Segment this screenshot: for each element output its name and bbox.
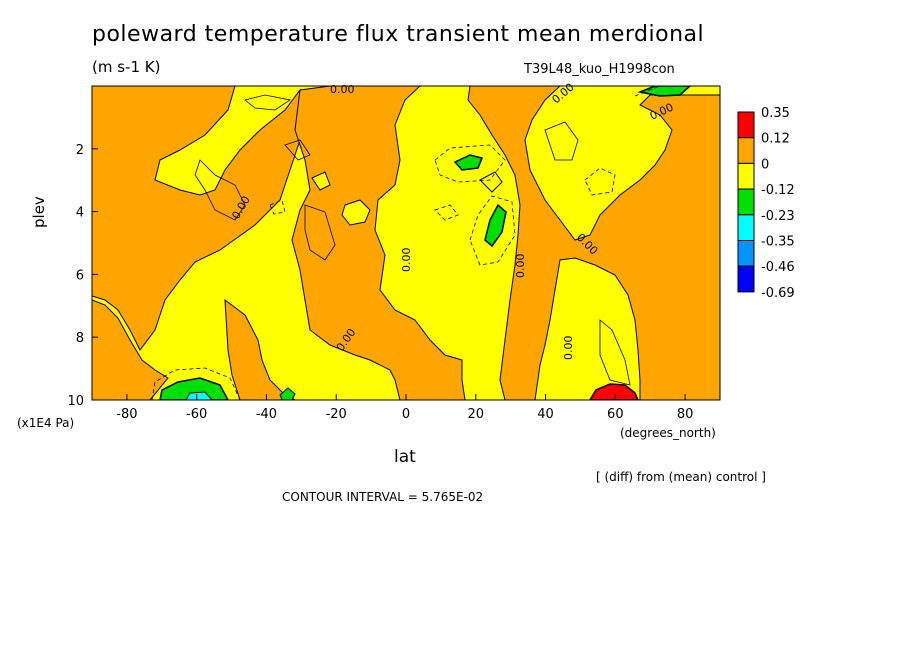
negative-contours <box>151 86 661 400</box>
diff-note: [ (diff) from (mean) control ] <box>596 470 766 484</box>
positive-contours <box>194 94 631 386</box>
y-axis-ticks: 2 4 6 8 10 <box>67 143 98 409</box>
legend-level-label: 0.35 <box>761 106 790 121</box>
chart-units: (m s-1 K) <box>92 58 161 76</box>
legend-swatch <box>737 111 755 139</box>
x-axis-units: (degrees_north) <box>620 426 716 440</box>
x-tick-label: 80 <box>677 407 694 422</box>
strong-negative-region-1 <box>453 154 484 171</box>
x-tick-label: 0 <box>402 407 410 422</box>
contour-label-1: 0.00 <box>330 83 355 96</box>
contour-field <box>92 86 720 400</box>
run-label: T39L48_kuo_H1998con <box>524 62 675 77</box>
legend-level-label: 0.12 <box>761 132 790 147</box>
contour-label-9: 0.00 <box>562 336 575 361</box>
color-legend: 0.35 0.12 0 -0.12 -0.23 -0.35 -0.46 -0.69 <box>737 106 795 301</box>
y-tick-label: 10 <box>67 394 84 409</box>
x-axis-label: lat <box>394 447 416 467</box>
positive-region-midsouth <box>291 86 466 400</box>
legend-swatch <box>737 188 755 216</box>
legend-level-label: -0.46 <box>761 260 795 275</box>
strong-negative-region-2 <box>484 203 507 248</box>
strong-negative-region-4 <box>637 86 692 97</box>
legend-swatch <box>737 214 755 242</box>
negative-island-2 <box>311 171 331 191</box>
strong-negative-region-3 <box>159 377 229 400</box>
chart-title: poleward temperature flux transient mean… <box>92 22 705 47</box>
x-tick-label: -40 <box>256 407 277 422</box>
legend-swatch <box>737 240 755 267</box>
y-axis-label: plev <box>30 196 48 228</box>
negative-island-1 <box>341 199 371 226</box>
y-tick-label: 4 <box>76 206 84 221</box>
x-tick-label: 60 <box>607 407 624 422</box>
y-tick-label: 8 <box>76 331 84 346</box>
legend-level-label: 0 <box>761 157 769 172</box>
x-axis-ticks: -80 -60 -40 -20 0 20 40 60 80 <box>116 394 693 422</box>
y-axis-units: (x1E4 Pa) <box>17 416 75 430</box>
x-tick-label: -60 <box>186 407 207 422</box>
negative-island-3 <box>479 171 503 193</box>
legend-level-label: -0.69 <box>761 286 795 301</box>
y-tick-label: 6 <box>76 268 84 283</box>
x-tick-label: -20 <box>326 407 347 422</box>
x-tick-label: -80 <box>116 407 137 422</box>
legend-level-label: -0.12 <box>761 183 795 198</box>
cyan-region <box>185 391 213 400</box>
contour-label-6: 0.00 <box>514 254 527 279</box>
legend-swatch <box>737 265 755 293</box>
contour-label-5: 0.00 <box>400 248 413 273</box>
y-tick-label: 2 <box>76 143 84 158</box>
contour-interval: CONTOUR INTERVAL = 5.765E-02 <box>282 490 484 504</box>
strong-negative-region-5 <box>279 387 296 400</box>
legend-level-label: -0.23 <box>761 209 795 224</box>
legend-swatch <box>737 137 755 164</box>
x-tick-label: 20 <box>468 407 485 422</box>
positive-region-southfloor <box>92 299 169 400</box>
strongest-positive-region <box>589 383 639 400</box>
legend-level-label: -0.35 <box>761 235 795 250</box>
legend-swatch <box>737 162 755 190</box>
x-tick-label: 40 <box>537 407 554 422</box>
positive-region-north <box>467 86 720 400</box>
